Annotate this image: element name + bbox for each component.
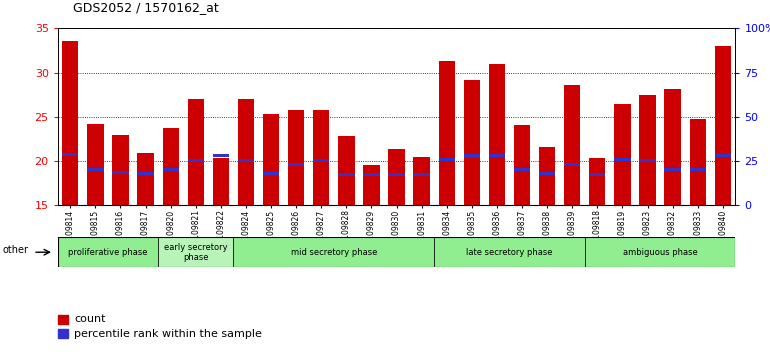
Bar bbox=[158, 237, 233, 267]
Bar bbox=[313, 159, 330, 162]
Bar bbox=[464, 80, 480, 205]
Bar bbox=[363, 165, 380, 205]
Bar bbox=[388, 149, 405, 205]
Bar bbox=[62, 41, 79, 205]
Bar bbox=[162, 168, 179, 171]
Text: count: count bbox=[74, 314, 105, 325]
Bar bbox=[589, 158, 605, 205]
Bar bbox=[213, 158, 229, 205]
Bar bbox=[233, 237, 434, 267]
Bar bbox=[137, 172, 154, 175]
Bar bbox=[213, 154, 229, 156]
Bar bbox=[112, 135, 129, 205]
Bar bbox=[690, 168, 706, 171]
Bar bbox=[464, 154, 480, 158]
Bar bbox=[388, 173, 405, 176]
Bar bbox=[514, 168, 531, 171]
Bar bbox=[188, 159, 204, 162]
Bar bbox=[584, 237, 735, 267]
Bar bbox=[514, 125, 531, 205]
Bar bbox=[539, 172, 555, 175]
Bar bbox=[58, 329, 68, 338]
Bar bbox=[614, 158, 631, 161]
Bar bbox=[238, 159, 254, 162]
Bar bbox=[162, 128, 179, 205]
Bar bbox=[564, 163, 581, 166]
Bar bbox=[87, 168, 103, 171]
Bar bbox=[690, 120, 706, 205]
Bar bbox=[87, 124, 103, 205]
Bar bbox=[589, 173, 605, 176]
Bar bbox=[62, 153, 79, 156]
Bar bbox=[564, 85, 581, 205]
Bar bbox=[614, 103, 631, 205]
Bar bbox=[639, 95, 656, 205]
Text: ambiguous phase: ambiguous phase bbox=[623, 248, 698, 257]
Text: other: other bbox=[2, 245, 28, 256]
Bar bbox=[288, 110, 304, 205]
Bar bbox=[413, 173, 430, 176]
Text: GDS2052 / 1570162_at: GDS2052 / 1570162_at bbox=[73, 1, 219, 14]
Bar bbox=[288, 163, 304, 166]
Bar bbox=[58, 237, 158, 267]
Bar bbox=[263, 114, 280, 205]
Bar bbox=[439, 61, 455, 205]
Bar bbox=[238, 99, 254, 205]
Text: late secretory phase: late secretory phase bbox=[466, 248, 553, 257]
Text: mid secretory phase: mid secretory phase bbox=[290, 248, 377, 257]
Bar bbox=[263, 172, 280, 175]
Bar bbox=[639, 159, 656, 162]
Bar bbox=[439, 158, 455, 161]
Bar bbox=[715, 46, 731, 205]
Text: early secretory
phase: early secretory phase bbox=[164, 242, 228, 262]
Bar bbox=[665, 89, 681, 205]
Bar bbox=[338, 136, 354, 205]
Bar bbox=[413, 156, 430, 205]
Bar bbox=[363, 173, 380, 176]
Bar bbox=[58, 315, 68, 324]
Text: percentile rank within the sample: percentile rank within the sample bbox=[74, 329, 262, 339]
Bar bbox=[137, 153, 154, 205]
Bar bbox=[715, 154, 731, 156]
Bar bbox=[434, 237, 584, 267]
Bar bbox=[188, 99, 204, 205]
Text: proliferative phase: proliferative phase bbox=[69, 248, 148, 257]
Bar bbox=[489, 64, 505, 205]
Bar bbox=[338, 173, 354, 176]
Bar bbox=[489, 154, 505, 156]
Bar bbox=[112, 171, 129, 174]
Bar bbox=[313, 110, 330, 205]
Bar bbox=[539, 147, 555, 205]
Bar bbox=[665, 168, 681, 171]
